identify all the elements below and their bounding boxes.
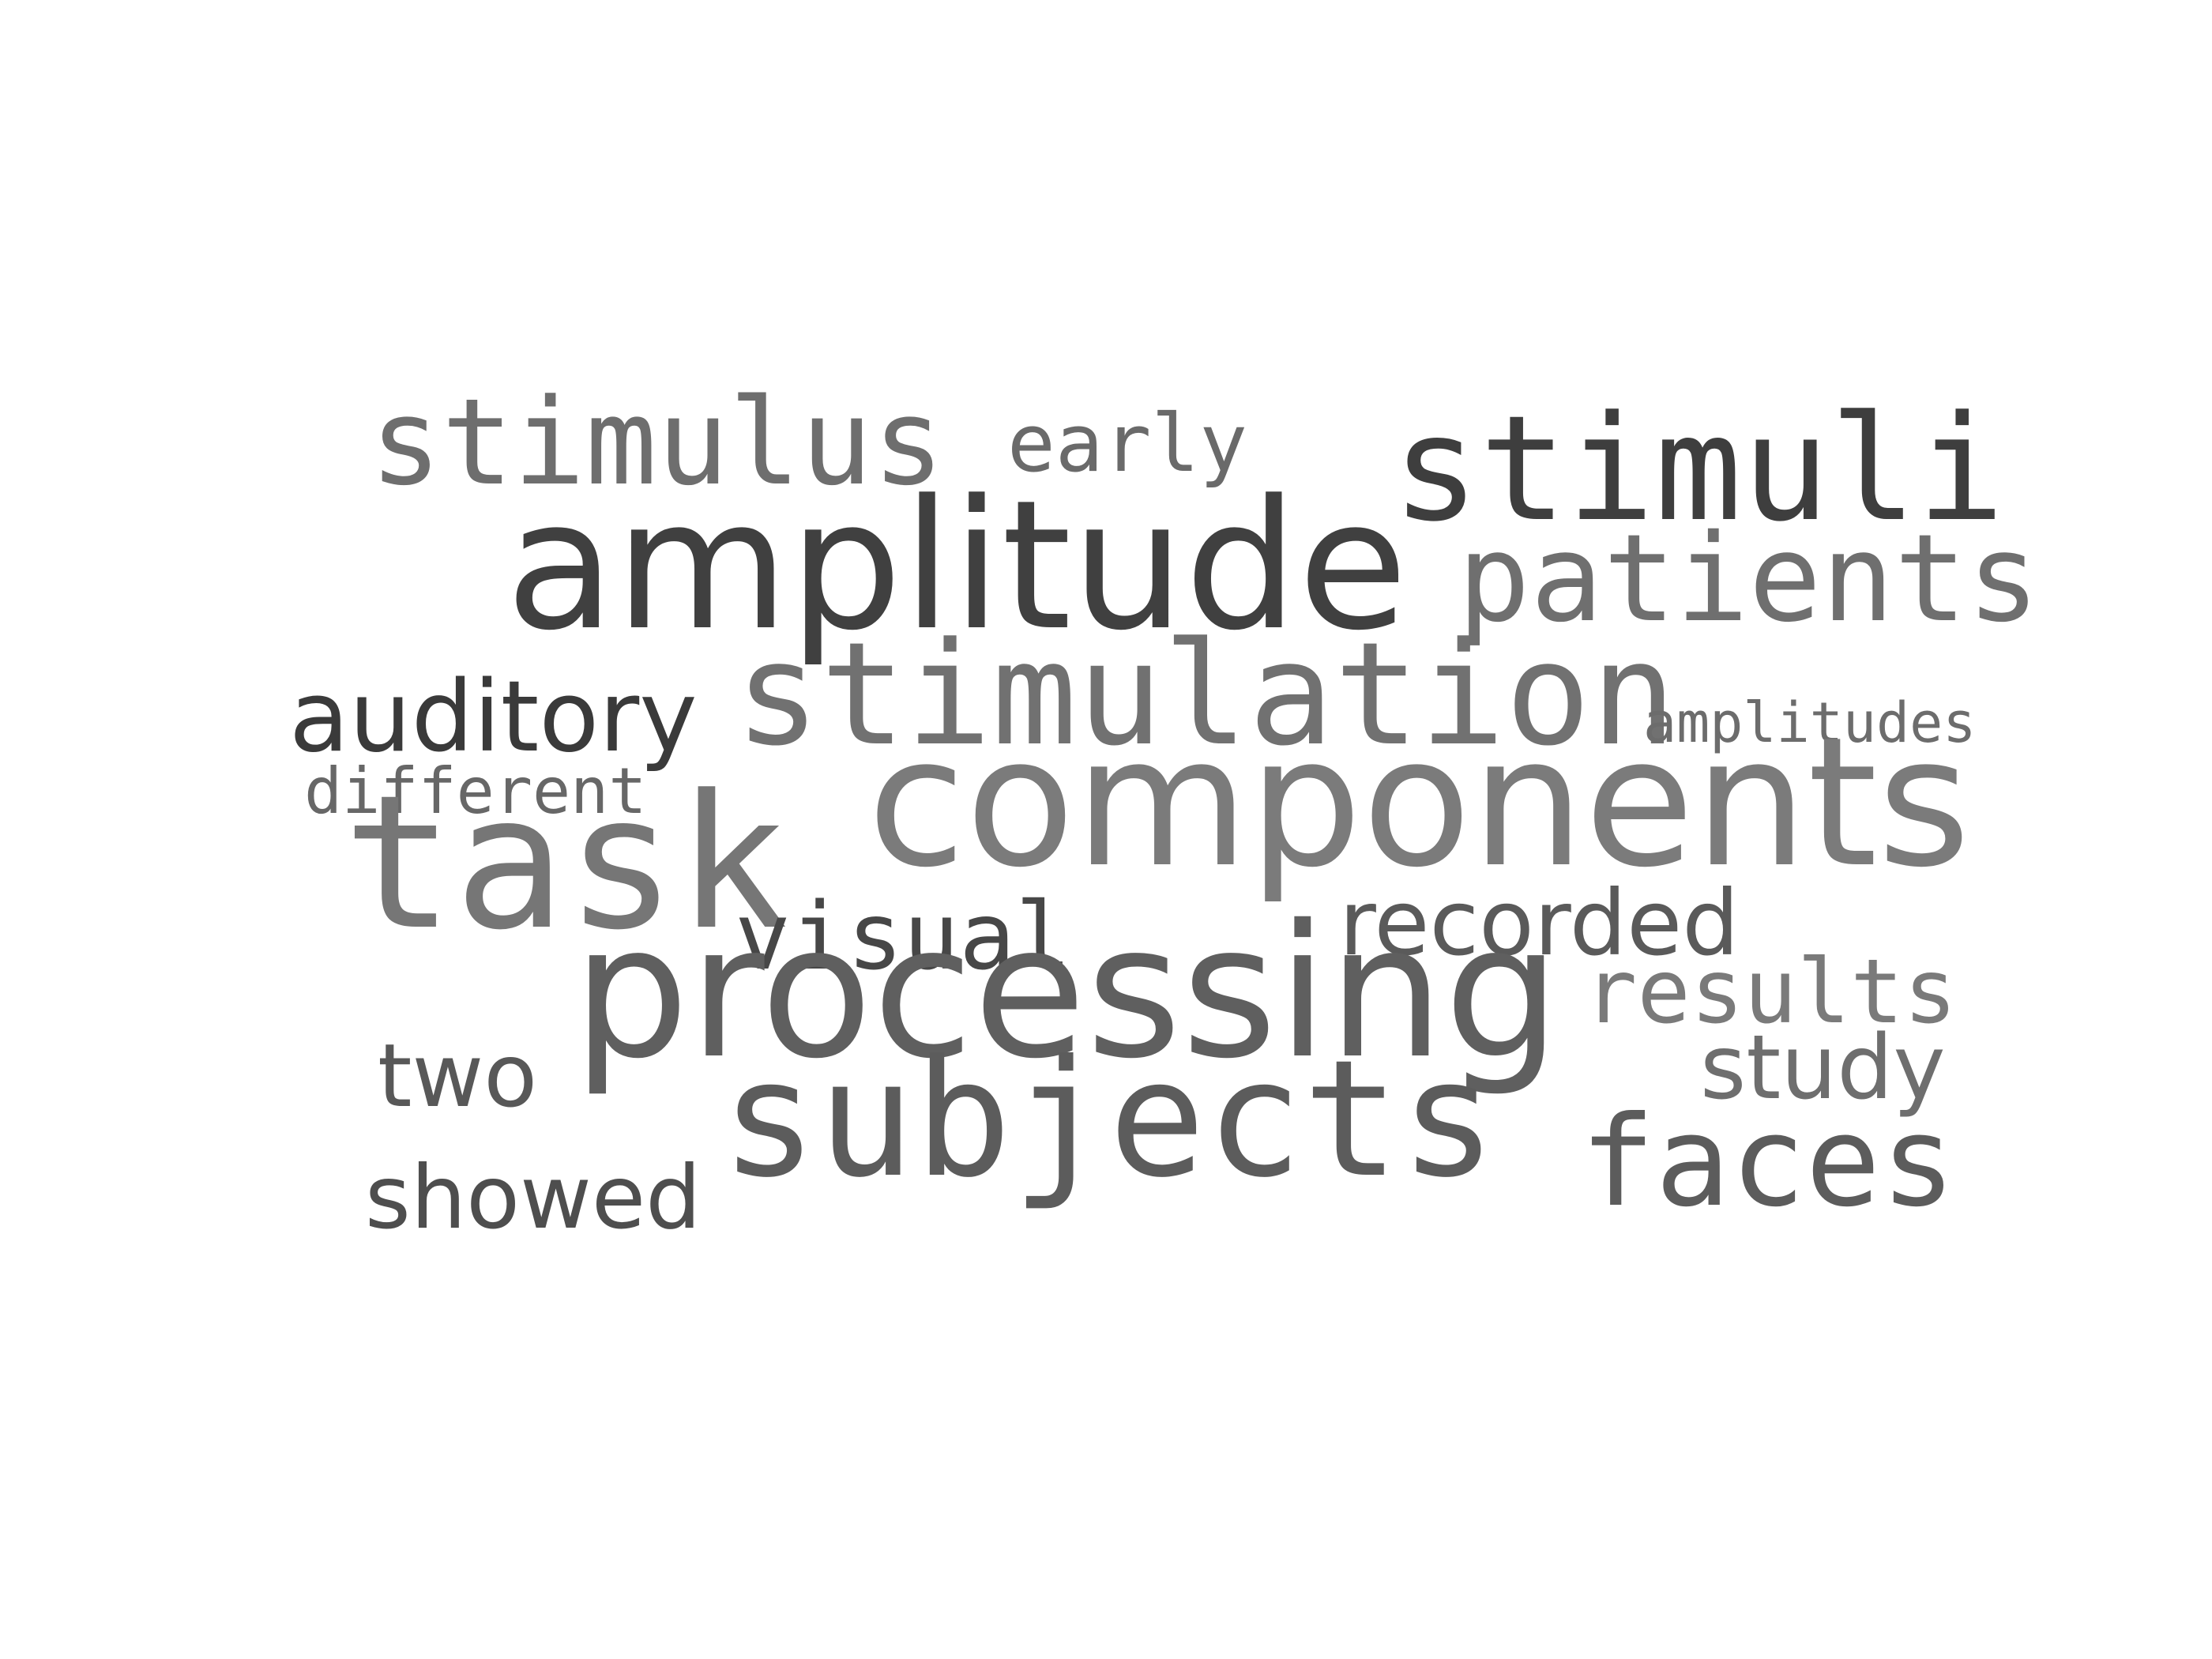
word-stimulation: stimulation	[735, 612, 1677, 777]
word-results: results	[1584, 941, 1958, 1044]
word-auditory: auditory	[289, 660, 698, 774]
word-processing: processing	[573, 886, 1561, 1099]
word-components: components	[867, 699, 1971, 907]
word-showed: showed	[365, 1147, 702, 1249]
word-study: study	[1700, 1017, 1946, 1119]
word-recorded: recorded	[1339, 871, 1740, 976]
word-amplitude: amplitude	[506, 462, 1409, 670]
word-visual: visual	[735, 882, 1072, 991]
word-stimuli: stimuli	[1392, 385, 2005, 554]
word-task: task	[343, 756, 788, 971]
word-stimulus: stimulus	[370, 373, 945, 512]
word-subjects: subjects	[720, 1026, 1497, 1213]
word-early: early	[1007, 397, 1248, 490]
word-different: different	[304, 754, 647, 828]
word-two: two	[378, 1025, 538, 1127]
word-faces: faces	[1580, 1089, 1956, 1235]
word-patients: patients	[1458, 509, 2040, 649]
word-amplitudes: amplitudes	[1643, 690, 1977, 755]
